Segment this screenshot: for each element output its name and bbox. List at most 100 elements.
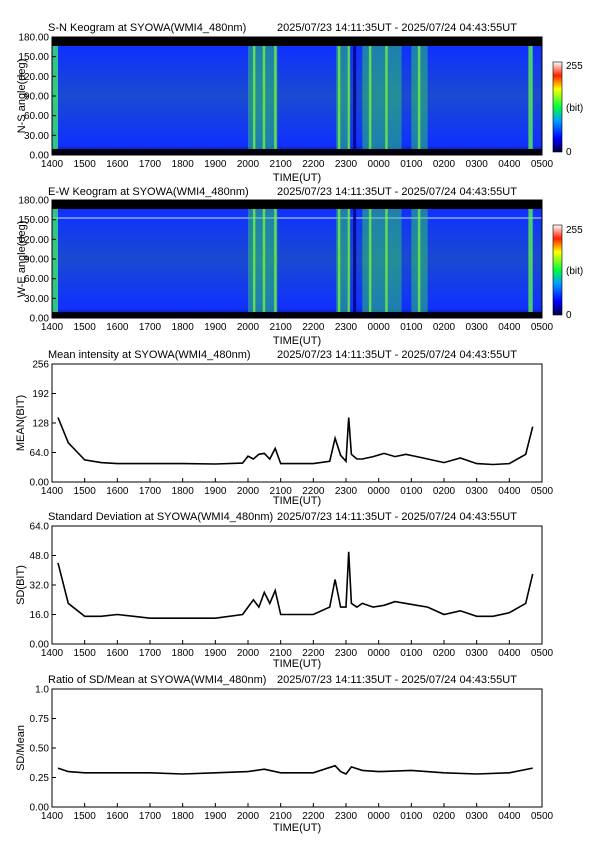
ew-keogram-top-dark (52, 200, 542, 209)
x-tick-label: 0100 (400, 159, 423, 170)
keogram-edge-glow (52, 209, 58, 312)
ew-keogram-image (52, 200, 542, 318)
keogram-streak (252, 46, 256, 149)
ew-keogram-title: E-W Keogram at SYOWA(WMI4_480nm) (48, 186, 249, 198)
x-tick-label: 1800 (172, 159, 195, 170)
x-tick-label: 2300 (335, 486, 358, 497)
sn-keogram-background (52, 37, 542, 155)
sd-mean-ratio-title: Ratio of SD/Mean at SYOWA(WMI4_480nm) (48, 674, 266, 686)
x-tick-label: 2000 (237, 322, 260, 333)
y-tick-label: 48.0 (30, 551, 50, 562)
x-tick-label: 0400 (498, 159, 521, 170)
mean-intensity-y-axis: 0.00 64.0 128 192 256 (30, 360, 56, 489)
sn-colorbar-unit: (bit) (566, 103, 583, 114)
sn-keogram-top-dark (52, 37, 542, 46)
sn-keogram-ylabel: N-S angle(deg) (16, 59, 28, 134)
std-dev-series-line (57, 551, 534, 619)
x-tick-label: 1700 (139, 648, 162, 659)
x-tick-label: 1900 (204, 811, 227, 822)
x-tick-label: 1500 (74, 486, 97, 497)
std-dev-y-axis: 0.00 16.0 32.0 48.0 64.0 (30, 522, 56, 651)
x-tick-label: 0400 (498, 648, 521, 659)
sn-keogram-panel: S-N Keogram at SYOWA(WMI4_480nm) 2025/07… (16, 22, 583, 184)
x-tick-label: 2300 (335, 811, 358, 822)
ew-keogram-bottom-dark (52, 312, 542, 318)
sn-colorbar-min: 0 (566, 147, 572, 158)
x-tick-label: 0000 (368, 648, 391, 659)
mean-intensity-title: Mean intensity at SYOWA(WMI4_480nm) (48, 349, 251, 361)
mean-intensity-series-line (57, 417, 534, 466)
y-tick-label: 32.0 (30, 581, 50, 592)
sn-keogram-y-axis: 0.00 30.00 60.00 90.00 120.00 150.00 180.00 (18, 33, 56, 162)
y-tick-label: 0.00 (30, 314, 50, 325)
keogram-dark-gap (353, 209, 357, 312)
x-tick-label: 2100 (270, 811, 293, 822)
y-tick-label: 0.00 (30, 803, 50, 814)
keogram-edge-glow (528, 209, 533, 312)
y-tick-label: 90.00 (24, 92, 49, 103)
keogram-streak (368, 209, 372, 312)
sd-mean-ratio-x-axis: 1400 1500 1600 1700 1800 1900 2000 2100 2200 2300… (41, 803, 554, 822)
x-tick-label: 0300 (466, 486, 489, 497)
ew-keogram-background (52, 200, 542, 318)
sn-keogram-bright-bands (52, 46, 533, 149)
x-tick-label: 1800 (172, 811, 195, 822)
x-tick-label: 2200 (302, 486, 325, 497)
sd-mean-ratio-y-axis: 0.00 0.25 0.50 0.75 1.0 (30, 685, 56, 814)
x-tick-label: 1600 (106, 322, 129, 333)
x-tick-label: 2100 (270, 322, 293, 333)
sn-keogram-title: S-N Keogram at SYOWA(WMI4_480nm) (48, 22, 246, 34)
y-tick-label: 0.00 (30, 478, 50, 489)
y-tick-label: 16.0 (30, 610, 50, 621)
keogram-dark-gap (353, 46, 357, 149)
x-tick-label: 1400 (41, 159, 64, 170)
keogram-streak (337, 209, 341, 312)
x-tick-label: 2000 (237, 486, 260, 497)
x-tick-label: 2000 (237, 159, 260, 170)
sn-colorbar-max: 255 (566, 61, 583, 72)
keogram-bright-band (362, 46, 402, 149)
sn-keogram-image (52, 37, 542, 155)
x-tick-label: 1600 (106, 486, 129, 497)
x-tick-label: 1800 (172, 322, 195, 333)
x-tick-label: 1900 (204, 486, 227, 497)
x-tick-label: 1400 (41, 486, 64, 497)
x-tick-label: 2100 (270, 486, 293, 497)
y-tick-label: 120.00 (18, 72, 49, 83)
x-tick-label: 1900 (204, 322, 227, 333)
x-tick-label: 0100 (400, 648, 423, 659)
x-tick-label: 0000 (368, 486, 391, 497)
y-tick-label: 0.00 (30, 151, 50, 162)
x-tick-label: 0500 (531, 322, 554, 333)
x-tick-label: 0100 (400, 811, 423, 822)
y-tick-label: 0.25 (30, 773, 50, 784)
x-tick-label: 1600 (106, 159, 129, 170)
y-tick-label: 0.75 (30, 714, 50, 725)
y-tick-label: 128 (32, 419, 49, 430)
x-tick-label: 2200 (302, 811, 325, 822)
sn-keogram-xlabel: TIME(UT) (273, 172, 321, 184)
x-tick-label: 0500 (531, 486, 554, 497)
mean-intensity-ylabel: MEAN(BIT) (15, 395, 27, 451)
x-tick-label: 0000 (368, 322, 391, 333)
y-tick-label: 30.00 (24, 294, 49, 305)
x-tick-label: 0000 (368, 159, 391, 170)
x-tick-label: 0200 (433, 486, 456, 497)
x-tick-label: 0500 (531, 159, 554, 170)
x-tick-label: 1900 (204, 648, 227, 659)
x-tick-label: 1500 (74, 648, 97, 659)
ew-keogram-ylabel: W-E angle(deg) (16, 221, 28, 298)
x-tick-label: 2000 (237, 648, 260, 659)
keogram-streak (347, 46, 351, 149)
mean-intensity-x-axis: 1400 1500 1600 1700 1800 1900 2000 2100 2200 2300… (41, 478, 554, 497)
x-tick-label: 1800 (172, 648, 195, 659)
y-tick-label: 256 (32, 360, 49, 371)
std-dev-time-range: 2025/07/23 14:11:35UT - 2025/07/24 04:43… (277, 511, 517, 523)
mean-intensity-time-range: 2025/07/23 14:11:35UT - 2025/07/24 04:43… (277, 349, 517, 361)
x-tick-label: 1900 (204, 159, 227, 170)
y-tick-label: 180.00 (18, 33, 49, 44)
sn-colorbar-gradient (552, 61, 563, 153)
x-tick-label: 0200 (433, 811, 456, 822)
y-tick-label: 120.00 (18, 235, 49, 246)
x-tick-label: 1600 (106, 811, 129, 822)
